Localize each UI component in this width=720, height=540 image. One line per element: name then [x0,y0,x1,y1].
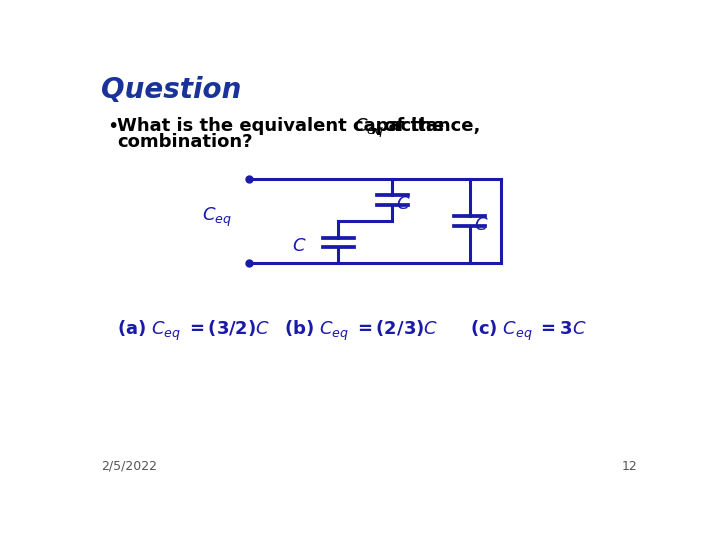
Text: 12: 12 [621,460,637,473]
Text: What is the equivalent capacitance,: What is the equivalent capacitance, [117,117,487,135]
Text: $C_{eq}$: $C_{eq}$ [354,117,383,140]
Text: $C$: $C$ [474,216,488,234]
Text: Question: Question [101,76,241,104]
Text: $\mathbf{(c)}$ $C_{eq}$ $\mathbf{= 3}$$C$: $\mathbf{(c)}$ $C_{eq}$ $\mathbf{= 3}$$C… [469,319,586,343]
Text: combination?: combination? [117,132,253,151]
Text: $\mathbf{(b)}$ $C_{eq}$ $\mathbf{= (2/3)}$$C$: $\mathbf{(b)}$ $C_{eq}$ $\mathbf{= (2/3)… [284,319,438,343]
Text: 2/5/2022: 2/5/2022 [101,460,157,473]
Text: $C$: $C$ [292,237,307,255]
Text: •: • [107,117,118,136]
Text: $C$: $C$ [396,195,410,213]
Text: $\mathbf{(a)}$ $C_{eq}$ $\mathbf{= (3/2)}$$C$: $\mathbf{(a)}$ $C_{eq}$ $\mathbf{= (3/2)… [117,319,270,343]
Text: $C_{eq}$: $C_{eq}$ [202,206,233,229]
Text: , of the: , of the [371,117,444,135]
